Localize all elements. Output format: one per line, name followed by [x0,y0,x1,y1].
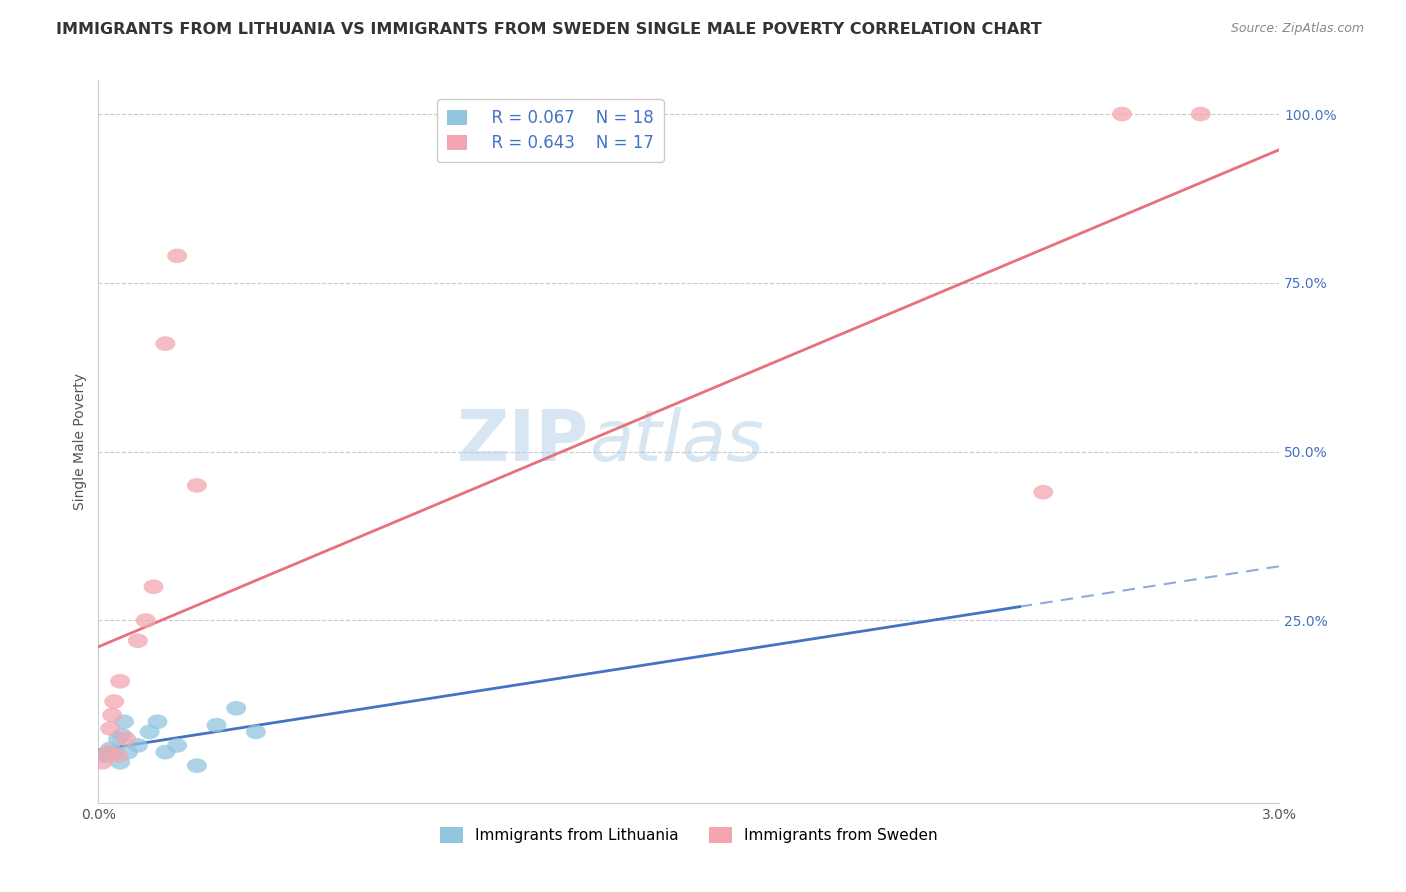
Ellipse shape [148,714,167,729]
Ellipse shape [104,694,124,709]
Ellipse shape [115,731,136,746]
Y-axis label: Single Male Poverty: Single Male Poverty [73,373,87,510]
Ellipse shape [246,724,266,739]
Ellipse shape [155,336,176,351]
Ellipse shape [139,724,160,739]
Ellipse shape [118,745,138,759]
Ellipse shape [1033,485,1053,500]
Ellipse shape [93,755,112,770]
Ellipse shape [155,745,176,759]
Ellipse shape [128,738,148,753]
Ellipse shape [112,728,132,743]
Ellipse shape [100,722,121,736]
Ellipse shape [110,674,131,689]
Text: Source: ZipAtlas.com: Source: ZipAtlas.com [1230,22,1364,36]
Ellipse shape [108,731,128,746]
Ellipse shape [103,707,122,723]
Ellipse shape [167,738,187,753]
Ellipse shape [135,613,156,628]
Ellipse shape [187,758,207,773]
Ellipse shape [1112,107,1132,121]
Ellipse shape [143,580,163,594]
Ellipse shape [110,755,131,770]
Ellipse shape [1191,107,1211,121]
Text: ZIP: ZIP [457,407,589,476]
Ellipse shape [167,249,187,263]
Text: atlas: atlas [589,407,763,476]
Ellipse shape [187,478,207,492]
Ellipse shape [100,741,121,756]
Text: IMMIGRANTS FROM LITHUANIA VS IMMIGRANTS FROM SWEDEN SINGLE MALE POVERTY CORRELAT: IMMIGRANTS FROM LITHUANIA VS IMMIGRANTS … [56,22,1042,37]
Ellipse shape [104,745,124,759]
Ellipse shape [108,748,128,763]
Ellipse shape [226,701,246,715]
Ellipse shape [96,748,117,763]
Ellipse shape [207,718,226,732]
Ellipse shape [114,714,134,729]
Legend: Immigrants from Lithuania, Immigrants from Sweden: Immigrants from Lithuania, Immigrants fr… [434,822,943,849]
Ellipse shape [98,745,118,759]
Ellipse shape [93,748,112,763]
Ellipse shape [128,633,148,648]
